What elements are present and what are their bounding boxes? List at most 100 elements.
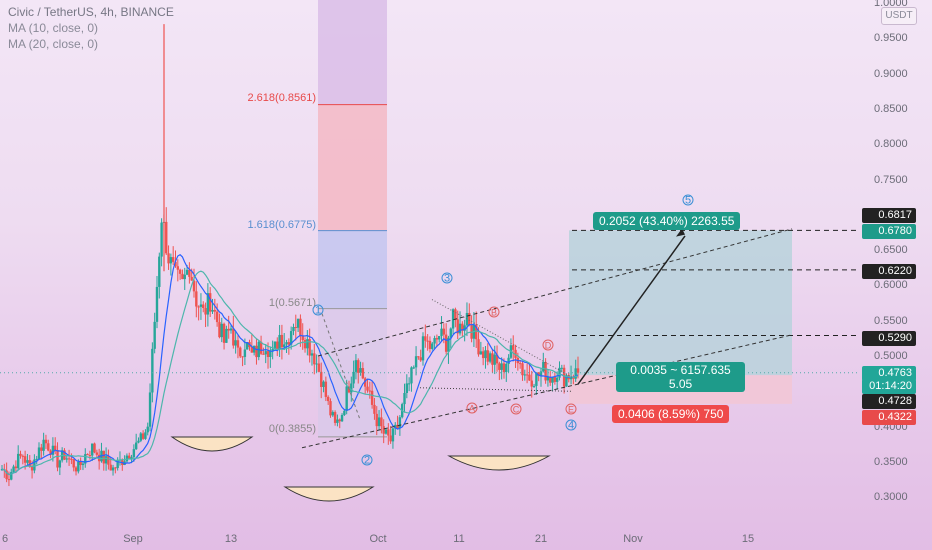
candle-body [67, 458, 71, 460]
candle-body [521, 363, 524, 376]
candle-body [428, 340, 432, 349]
candle-body [102, 450, 105, 464]
candle-body [144, 432, 147, 439]
candle-body [352, 371, 355, 384]
candle-body [384, 429, 388, 434]
entry-label-line1: 0.0035 ~ 6157.635 [630, 363, 731, 377]
candle-body [387, 429, 390, 436]
candle-body [165, 221, 168, 254]
candle-body [546, 376, 550, 381]
candle-body [204, 308, 207, 315]
candle-body [435, 338, 439, 340]
candle-body [389, 435, 392, 442]
candle-body [158, 256, 161, 287]
candle-body [183, 274, 186, 280]
price-tag[interactable]: 0.4322 [862, 410, 916, 425]
price-tick: 0.8000 [874, 138, 908, 151]
candle-body [148, 392, 152, 427]
time-tick: 11 [453, 533, 465, 545]
candle-body [132, 449, 136, 458]
candle-body [114, 467, 117, 469]
projection-arrowhead [676, 228, 685, 237]
legend-ma20[interactable]: MA (20, close, 0) [8, 37, 99, 51]
candle-body [431, 343, 434, 349]
candle-body [433, 338, 436, 344]
candle-body [310, 353, 314, 356]
candle-body [551, 377, 554, 383]
candle-body [370, 390, 374, 405]
fib-label-1618: 1.618(0.6775) [247, 219, 317, 231]
candle-body [262, 353, 265, 355]
candle-body [287, 342, 291, 345]
candle-body [553, 377, 557, 382]
candle-body [322, 381, 325, 387]
fib-zone-top [318, 0, 387, 105]
candle-body [442, 328, 446, 335]
price-tick: 0.6000 [874, 279, 908, 292]
candle-body [294, 326, 297, 328]
candle-body [65, 458, 68, 460]
candle-body [484, 350, 487, 359]
price-tick: 1.0000 [874, 0, 908, 9]
candle-body [236, 340, 240, 348]
candle-body [574, 368, 577, 379]
candle-body [40, 447, 43, 451]
wave-label-corrective: B [488, 306, 500, 318]
time-tick: 21 [534, 533, 548, 545]
candle-body [104, 456, 108, 464]
candle-body [544, 361, 547, 381]
candle-body [357, 360, 360, 373]
price-tag[interactable]: 01:14:20 [862, 379, 916, 394]
price-tag[interactable]: 0.6780 [862, 224, 916, 239]
time-axis[interactable]: 6 Sep 13 Oct 11 21 Nov 15 [0, 530, 860, 550]
entry-label[interactable]: 0.0035 ~ 6157.635 5.05 [616, 362, 745, 392]
chart-svg[interactable] [0, 0, 860, 530]
candle-body [361, 368, 365, 379]
plot-area[interactable]: Civic / TetherUS, 4h, BINANCE MA (10, cl… [0, 0, 860, 530]
candle-body [306, 339, 309, 349]
candle-body [91, 443, 94, 456]
stop-label[interactable]: 0.0406 (8.59%) 750 [612, 405, 730, 423]
candle-body [479, 351, 483, 355]
price-tag[interactable]: 0.5290 [862, 331, 916, 346]
chart-title[interactable]: Civic / TetherUS, 4h, BINANCE [8, 5, 174, 19]
candle-body [486, 350, 489, 362]
candle-body [232, 328, 235, 346]
ma20-line [1, 270, 579, 476]
candle-body [229, 328, 233, 331]
cup-shape [170, 436, 254, 452]
candle-body [211, 309, 214, 312]
wave-label-corrective: D [542, 339, 554, 351]
candle-body [507, 357, 510, 364]
target-label[interactable]: 0.2052 (43.40%) 2263.55 [593, 212, 741, 230]
candle-body [125, 455, 129, 462]
price-tag[interactable]: 0.4763 [862, 366, 916, 381]
price-tag[interactable]: 0.6817 [862, 208, 916, 223]
candle-body [10, 472, 13, 480]
fib-label-0: 0(0.3855) [268, 423, 316, 435]
candle-body [81, 463, 85, 466]
fib-diagonal [321, 313, 361, 420]
position-target-zone [569, 230, 792, 376]
candle-body [146, 426, 149, 433]
projection-arrow [577, 235, 686, 385]
unit-badge[interactable]: USDT [881, 7, 917, 25]
ma10-line [1, 253, 579, 476]
wave-label-impulse: 2 [361, 454, 373, 466]
candle-body [160, 222, 163, 257]
candle-body [475, 324, 478, 340]
legend-ma10[interactable]: MA (10, close, 0) [8, 21, 99, 35]
price-tag[interactable]: 0.6220 [862, 264, 916, 279]
candle-body [255, 345, 258, 358]
candle-body [86, 454, 89, 456]
candle-body [331, 412, 334, 416]
candle-body [555, 377, 559, 382]
price-tick: 0.3500 [874, 455, 908, 468]
candle-body [153, 321, 156, 349]
price-tag[interactable]: 0.4728 [862, 394, 916, 409]
candle-body [440, 328, 443, 337]
candle-body [77, 461, 80, 472]
candle-body [537, 372, 540, 376]
candle-body [225, 328, 228, 343]
price-tick: 0.5500 [874, 314, 908, 327]
